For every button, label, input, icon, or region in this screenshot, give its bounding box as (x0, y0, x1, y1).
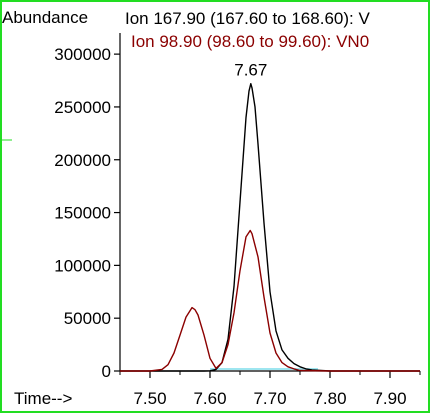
x-tick-label: 7.90 (373, 389, 406, 408)
y-tick-label: 200000 (54, 151, 111, 170)
y-tick-label: 150000 (54, 204, 111, 223)
x-tick-label: 7.60 (193, 389, 226, 408)
x-tick-label: 7.80 (313, 389, 346, 408)
series-layer (120, 82, 420, 372)
y-axis-label: Abundance (2, 8, 88, 27)
peak-annotation: 7.67 (234, 61, 267, 80)
x-axis-label: Time--> (14, 389, 72, 408)
y-tick-label: 50000 (64, 309, 111, 328)
y-tick-label: 250000 (54, 98, 111, 117)
series-line-1 (120, 82, 420, 372)
y-tick-label: 100000 (54, 256, 111, 275)
y-axis-ticks: 0 50000 100000 150000 200000 250000 300000 (54, 45, 120, 381)
image-border (0, 0, 430, 413)
x-tick-label: 7.50 (133, 389, 166, 408)
x-axis-ticks: 7.50 7.60 7.70 7.80 7.90 (119, 371, 421, 408)
y-tick-label: 300000 (54, 45, 111, 64)
legend-entry-series-2: Ion 98.90 (98.60 to 99.60): VN0 (131, 32, 369, 51)
y-tick-label: 0 (102, 362, 111, 381)
x-tick-label: 7.70 (253, 389, 286, 408)
series-line-2 (120, 229, 420, 372)
legend-entry-series-1: Ion 167.90 (167.60 to 168.60): V (125, 9, 370, 28)
